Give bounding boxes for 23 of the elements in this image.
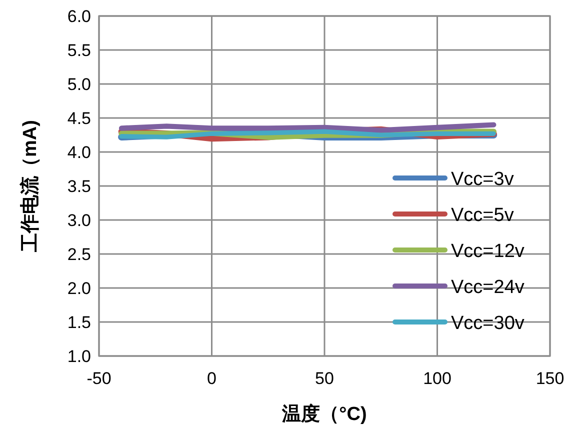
x-tick-label: 100 [423, 369, 452, 388]
x-tick-label: 150 [536, 369, 564, 388]
y-tick-label: 3.0 [67, 211, 91, 230]
x-tick-label: -50 [86, 369, 112, 388]
y-tick-label: 5.0 [67, 75, 91, 94]
legend-label: Vcc=5v [451, 205, 514, 226]
y-tick-label: 4.0 [67, 143, 91, 162]
y-tick-label: 2.5 [67, 245, 91, 264]
y-tick-label: 2.0 [67, 279, 91, 298]
legend-label: Vcc=12v [451, 241, 525, 262]
y-axis-title: 工作电流（mA) [19, 120, 41, 253]
y-tick-label: 5.5 [67, 41, 91, 60]
y-tick-label: 1.0 [67, 347, 91, 366]
y-tick-label: 1.5 [67, 313, 91, 332]
y-tick-label: 6.0 [67, 7, 91, 26]
x-tick-label: 0 [207, 369, 216, 388]
legend-label: Vcc=3v [451, 169, 514, 190]
x-tick-label: 50 [315, 369, 334, 388]
y-tick-label: 4.5 [67, 109, 91, 128]
legend-label: Vcc=30v [451, 313, 525, 334]
legend-label: Vcc=24v [451, 277, 525, 298]
y-tick-label: 3.5 [67, 177, 91, 196]
x-axis-title: 温度（°C) [281, 403, 367, 425]
